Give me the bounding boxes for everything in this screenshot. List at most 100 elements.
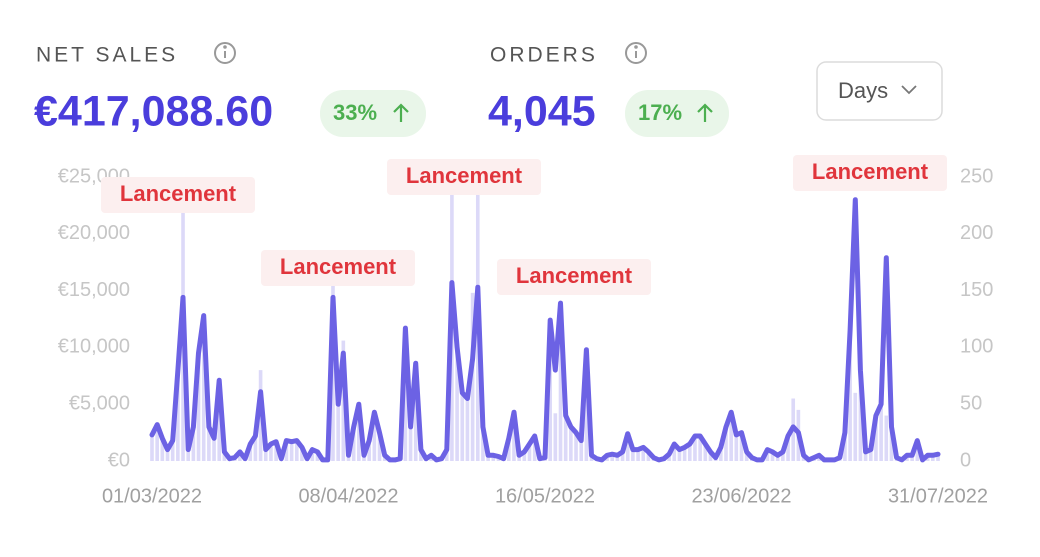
bar <box>506 438 511 461</box>
bar <box>548 320 552 461</box>
bar <box>579 440 584 461</box>
bar <box>165 449 170 461</box>
bar <box>703 443 708 461</box>
x-tick-label: 23/06/2022 <box>691 485 791 507</box>
bar <box>574 432 578 461</box>
bar <box>222 451 227 461</box>
x-tick-label: 31/07/2022 <box>888 485 988 507</box>
bar <box>936 454 940 461</box>
kpi-label: NET SALES <box>36 44 178 67</box>
bar <box>150 434 154 461</box>
chart: €0€5,000€10,000€15,000€20,000€25,0000501… <box>58 155 993 507</box>
bar <box>563 415 568 461</box>
bar <box>346 455 351 461</box>
info-icon[interactable] <box>214 42 236 64</box>
bar <box>289 441 294 461</box>
up-arrow <box>697 103 713 122</box>
annotation: Lancement <box>812 159 929 184</box>
bar <box>517 455 521 461</box>
annotation-box <box>101 177 255 213</box>
bar <box>719 447 723 461</box>
bar <box>201 315 206 461</box>
bar <box>444 449 449 461</box>
bar <box>269 443 273 461</box>
kpi-value: €417,088.60 <box>34 87 273 135</box>
bar <box>413 363 418 461</box>
bar <box>191 426 196 461</box>
bar <box>884 415 889 461</box>
bar <box>915 440 920 461</box>
annotation-box <box>261 250 415 286</box>
y-tick-label: €20,000 <box>58 222 130 244</box>
bar <box>253 436 258 461</box>
bar <box>646 451 651 461</box>
bar <box>667 454 671 461</box>
dropdown-box[interactable] <box>816 61 943 121</box>
bar <box>460 392 465 461</box>
bar <box>636 449 640 461</box>
period-dropdown[interactable]: Days <box>816 61 943 121</box>
bar <box>843 432 847 461</box>
annotation-box <box>387 159 541 195</box>
bar <box>481 426 485 461</box>
bar <box>848 330 852 461</box>
bar <box>775 455 780 461</box>
bar <box>532 436 537 461</box>
bar <box>300 447 304 461</box>
kpi-label: ORDERS <box>490 44 598 67</box>
change-value: 17% <box>638 100 682 125</box>
bar <box>734 434 739 461</box>
bar <box>615 455 620 461</box>
info-icon[interactable] <box>625 42 647 64</box>
bar <box>631 449 635 461</box>
bar <box>641 447 646 461</box>
bar <box>512 412 516 461</box>
bar <box>527 443 532 461</box>
y2-tick-label: 250 <box>960 165 993 187</box>
annotation: Lancement <box>120 181 237 206</box>
bar <box>238 451 242 461</box>
bar <box>708 451 713 461</box>
bar <box>744 451 749 461</box>
y-tick-label: €0 <box>108 449 130 471</box>
y2-tick-label: 50 <box>960 392 982 414</box>
change-value: 33% <box>333 100 377 125</box>
y2-tick-label: 200 <box>960 222 993 244</box>
bar <box>176 370 180 461</box>
bar <box>357 404 361 461</box>
bar <box>336 404 340 461</box>
bar <box>765 449 770 461</box>
annotation: Lancement <box>406 163 523 188</box>
x-tick-label: 08/04/2022 <box>298 485 398 507</box>
bar <box>879 404 883 461</box>
bar <box>682 447 687 461</box>
bar <box>486 455 490 461</box>
bar <box>403 328 408 461</box>
bar <box>408 426 413 461</box>
y2-tick-label: 150 <box>960 279 993 301</box>
bar <box>212 438 216 461</box>
bar <box>155 424 159 461</box>
y2-tick-label: 0 <box>960 449 971 471</box>
bar <box>625 433 630 461</box>
bar <box>310 449 315 461</box>
bar <box>786 436 790 461</box>
bar <box>367 440 371 461</box>
bar <box>889 426 894 461</box>
bar <box>868 449 873 461</box>
bar <box>160 438 165 461</box>
bar <box>693 436 697 461</box>
bar <box>362 455 366 461</box>
dropdown-label[interactable]: Days <box>838 78 888 103</box>
bar <box>284 440 289 461</box>
bar <box>522 451 527 461</box>
y-tick-label: €15,000 <box>58 279 130 301</box>
chevron <box>901 85 917 95</box>
bar <box>672 443 677 461</box>
bar <box>217 380 222 461</box>
annotation: Lancement <box>280 254 397 279</box>
bar <box>263 449 268 461</box>
bar <box>677 449 682 461</box>
